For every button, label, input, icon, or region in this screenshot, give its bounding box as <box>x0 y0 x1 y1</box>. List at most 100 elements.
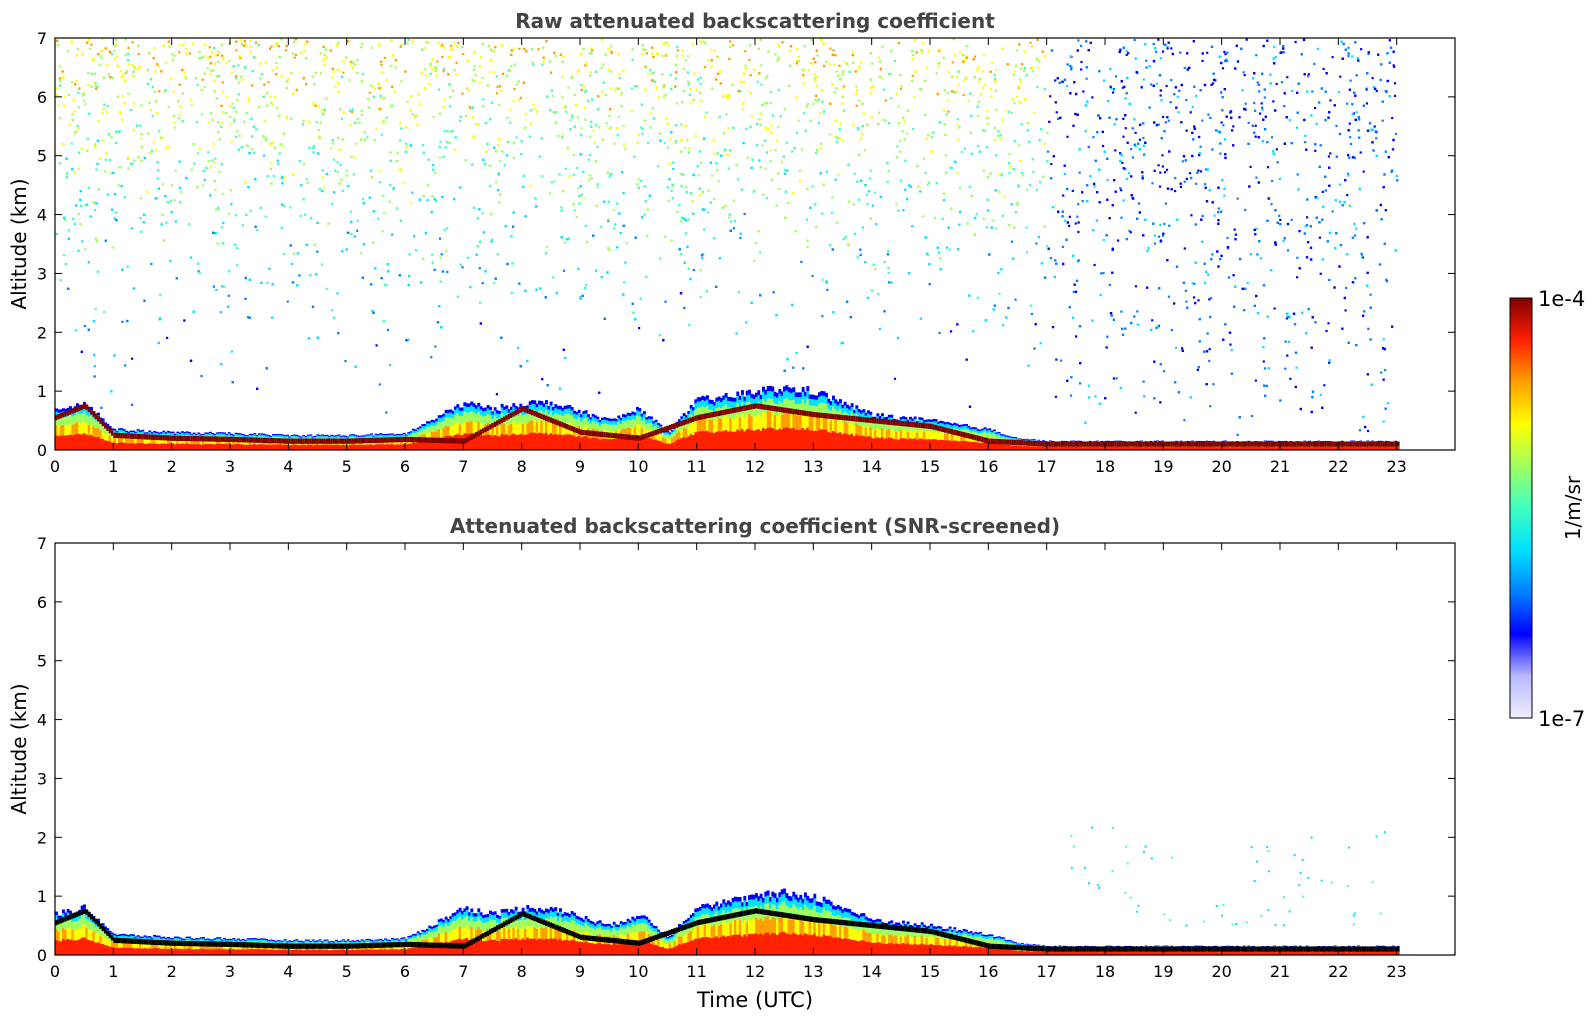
noise-pixel <box>684 147 687 150</box>
noise-pixel <box>1255 294 1258 298</box>
noise-pixel <box>495 75 498 78</box>
noise-pixel <box>157 169 160 172</box>
noise-pixel <box>114 38 117 41</box>
noise-pixel <box>1070 376 1073 379</box>
noise-pixel <box>554 121 557 124</box>
noise-pixel <box>843 109 846 112</box>
noise-pixel <box>391 85 394 88</box>
noise-pixel <box>230 140 233 143</box>
noise-pixel <box>622 124 625 127</box>
noise-pixel <box>438 237 442 240</box>
noise-pixel <box>233 118 236 121</box>
noise-pixel <box>1252 77 1255 80</box>
noise-pixel <box>764 76 767 80</box>
noise-pixel <box>394 66 397 69</box>
noise-pixel <box>562 56 565 59</box>
noise-pixel <box>912 54 915 57</box>
noise-pixel <box>945 113 948 116</box>
noise-pixel <box>584 225 587 228</box>
noise-pixel <box>1294 40 1297 44</box>
noise-pixel <box>336 292 339 295</box>
noise-pixel <box>271 316 274 319</box>
noise-pixel <box>1382 420 1385 423</box>
noise-pixel <box>1115 377 1118 380</box>
noise-pixel <box>1361 255 1364 258</box>
noise-pixel <box>229 123 232 126</box>
noise-pixel <box>1286 222 1290 226</box>
noise-pixel <box>1124 127 1127 130</box>
noise-pixel <box>1111 204 1114 207</box>
noise-pixel <box>389 151 392 154</box>
noise-pixel <box>1327 155 1330 158</box>
noise-pixel <box>1191 131 1194 134</box>
noise-pixel <box>178 160 181 163</box>
noise-pixel <box>1170 188 1173 191</box>
noise-pixel <box>510 291 513 294</box>
noise-pixel <box>1102 272 1105 275</box>
noise-pixel <box>566 238 569 241</box>
noise-pixel <box>106 104 109 108</box>
noise-pixel <box>323 57 326 60</box>
noise-pixel <box>689 88 692 91</box>
noise-pixel <box>217 61 220 64</box>
noise-pixel <box>1226 247 1229 250</box>
noise-pixel <box>1070 66 1073 69</box>
noise-pixel <box>591 49 594 52</box>
noise-pixel <box>1244 102 1247 105</box>
noise-pixel <box>976 296 980 299</box>
noise-pixel <box>604 93 608 96</box>
noise-pixel <box>1211 253 1214 256</box>
noise-pixel <box>1010 111 1014 115</box>
noise-pixel <box>1273 307 1276 310</box>
noise-pixel <box>1365 88 1368 91</box>
noise-pixel <box>190 168 193 171</box>
noise-pixel <box>1197 366 1200 369</box>
noise-pixel <box>468 105 471 108</box>
noise-pixel <box>614 223 617 226</box>
noise-pixel <box>347 40 350 43</box>
noise-pixel <box>1249 253 1252 256</box>
noise-pixel <box>1287 340 1290 343</box>
noise-pixel <box>1183 419 1186 422</box>
noise-pixel <box>1010 240 1013 243</box>
noise-pixel <box>965 54 968 57</box>
noise-pixel <box>1305 224 1309 227</box>
noise-pixel <box>683 217 686 220</box>
noise-pixel <box>1049 95 1052 98</box>
noise-pixel <box>1105 346 1108 349</box>
noise-pixel <box>811 185 814 188</box>
noise-pixel <box>965 358 968 361</box>
noise-pixel <box>1316 47 1320 50</box>
noise-pixel <box>690 100 693 103</box>
noise-pixel <box>1209 116 1212 119</box>
noise-pixel <box>1072 290 1075 293</box>
noise-pixel <box>764 167 767 170</box>
noise-pixel <box>919 317 922 320</box>
noise-pixel <box>323 186 326 189</box>
noise-pixel <box>160 223 163 226</box>
noise-pixel <box>986 209 990 212</box>
noise-pixel <box>869 91 872 95</box>
noise-pixel <box>577 267 580 270</box>
noise-pixel <box>381 230 384 233</box>
noise-pixel <box>530 109 533 112</box>
noise-pixel <box>860 61 863 64</box>
panel-raw: Raw attenuated backscattering coefficien… <box>7 9 1456 476</box>
noise-pixel <box>189 98 192 101</box>
noise-pixel <box>170 77 173 80</box>
noise-pixel <box>98 157 102 160</box>
noise-pixel <box>603 200 606 203</box>
noise-pixel <box>120 185 123 188</box>
noise-pixel <box>148 102 151 105</box>
noise-pixel <box>713 197 716 201</box>
noise-pixel <box>359 252 363 255</box>
noise-pixel <box>1080 60 1083 64</box>
noise-pixel <box>893 377 897 380</box>
noise-pixel <box>785 141 788 144</box>
noise-pixel <box>1360 48 1363 51</box>
noise-pixel <box>1026 121 1029 124</box>
noise-pixel <box>678 204 681 207</box>
noise-pixel <box>848 70 851 73</box>
noise-pixel <box>689 277 692 281</box>
noise-pixel <box>1226 51 1229 54</box>
